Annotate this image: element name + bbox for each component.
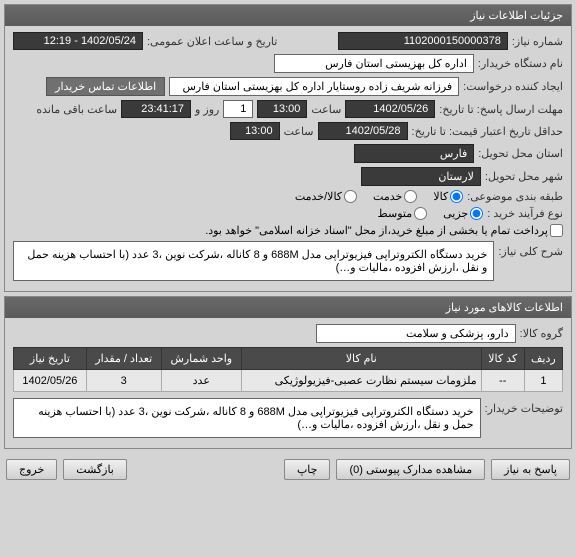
validity-time: 13:00	[230, 122, 280, 140]
group-value: دارو، پزشکی و سلامت	[316, 324, 516, 343]
buyer-value: اداره کل بهزیستی استان فارس	[274, 54, 474, 73]
radio-goods[interactable]: کالا	[433, 190, 463, 203]
desc-value: خرید دستگاه الکتروتراپی فیزیوتراپی مدل 6…	[13, 241, 494, 281]
radio-goods-service[interactable]: کالا/خدمت	[295, 190, 357, 203]
days-value: 1	[223, 100, 253, 118]
announce-value: 1402/05/24 - 12:19	[13, 32, 143, 50]
deadline-label: مهلت ارسال پاسخ: تا تاریخ:	[439, 103, 563, 116]
col-unit: واحد شمارش	[161, 348, 241, 370]
radio-service[interactable]: خدمت	[373, 190, 417, 203]
process-label: نوع فرآیند خرید :	[487, 207, 563, 220]
col-code: کد کالا	[481, 348, 524, 370]
group-label: گروه کالا:	[520, 327, 563, 340]
announce-label: تاریخ و ساعت اعلان عمومی:	[147, 35, 277, 48]
cell-code: --	[481, 370, 524, 392]
col-qty: تعداد / مقدار	[86, 348, 161, 370]
radio-mid[interactable]: متوسط	[378, 207, 428, 220]
radio-mid-label: متوسط	[378, 207, 413, 220]
time-label-2: ساعت	[284, 125, 314, 138]
payment-note-label: پرداخت تمام یا بخشی از مبلغ خرید،از محل …	[205, 224, 548, 237]
requester-label: ایجاد کننده درخواست:	[463, 80, 563, 93]
buyer-notes-label: توضیحات خریدار:	[485, 398, 563, 415]
radio-goods-service-label: کالا/خدمت	[295, 190, 342, 203]
request-no-value: 1102000150000378	[338, 32, 508, 50]
requester-value: فرزانه شریف زاده روستایار اداره کل بهزیس…	[169, 77, 459, 96]
buyer-label: نام دستگاه خریدار:	[478, 57, 563, 70]
request-no-label: شماره نیاز:	[512, 35, 563, 48]
contact-info-button[interactable]: اطلاعات تماس خریدار	[46, 77, 165, 96]
col-date: تاریخ نیاز	[14, 348, 87, 370]
validity-label: حداقل تاریخ اعتبار قیمت: تا تاریخ:	[412, 125, 563, 138]
province-value: فارس	[354, 144, 474, 163]
cell-date: 1402/05/26	[14, 370, 87, 392]
items-panel-header: اطلاعات کالاهای مورد نیاز	[5, 297, 571, 318]
cell-qty: 3	[86, 370, 161, 392]
payment-checkbox[interactable]: پرداخت تمام یا بخشی از مبلغ خرید،از محل …	[205, 224, 563, 237]
cell-name: ملزومات سیستم نظارت عصبی-فیزیولوژیکی	[241, 370, 481, 392]
radio-low-label: جزیی	[443, 207, 468, 220]
province-label: استان محل تحویل:	[478, 147, 563, 160]
main-panel-header: جزئیات اطلاعات نیاز	[5, 5, 571, 26]
days-and-label: روز و	[195, 103, 219, 116]
category-label: طبقه بندی موضوعی:	[467, 190, 563, 203]
table-row[interactable]: 1 -- ملزومات سیستم نظارت عصبی-فیزیولوژیک…	[14, 370, 563, 392]
radio-low[interactable]: جزیی	[443, 207, 483, 220]
view-attachments-button[interactable]: مشاهده مدارک پیوستی (0)	[336, 459, 485, 480]
city-value: لارستان	[361, 167, 481, 186]
remaining-time: 23:41:17	[121, 100, 191, 118]
col-name: نام کالا	[241, 348, 481, 370]
exit-button[interactable]: خروج	[6, 459, 57, 480]
deadline-date: 1402/05/26	[345, 100, 435, 118]
validity-date: 1402/05/28	[318, 122, 408, 140]
deadline-time: 13:00	[257, 100, 307, 118]
col-row: ردیف	[524, 348, 562, 370]
buyer-notes-value: خرید دستگاه الکتروتراپی فیزیوتراپی مدل 6…	[13, 398, 481, 438]
cell-row: 1	[524, 370, 562, 392]
radio-service-label: خدمت	[373, 190, 402, 203]
remaining-label: ساعت باقی مانده	[36, 103, 117, 116]
print-button[interactable]: چاپ	[284, 459, 331, 480]
radio-goods-label: کالا	[433, 190, 448, 203]
back-button[interactable]: بازگشت	[63, 459, 127, 480]
cell-unit: عدد	[161, 370, 241, 392]
desc-label: شرح کلی نیاز:	[498, 241, 563, 258]
time-label-1: ساعت	[311, 103, 341, 116]
respond-button[interactable]: پاسخ به نیاز	[491, 459, 570, 480]
items-table: ردیف کد کالا نام کالا واحد شمارش تعداد /…	[13, 347, 563, 392]
city-label: شهر محل تحویل:	[485, 170, 563, 183]
